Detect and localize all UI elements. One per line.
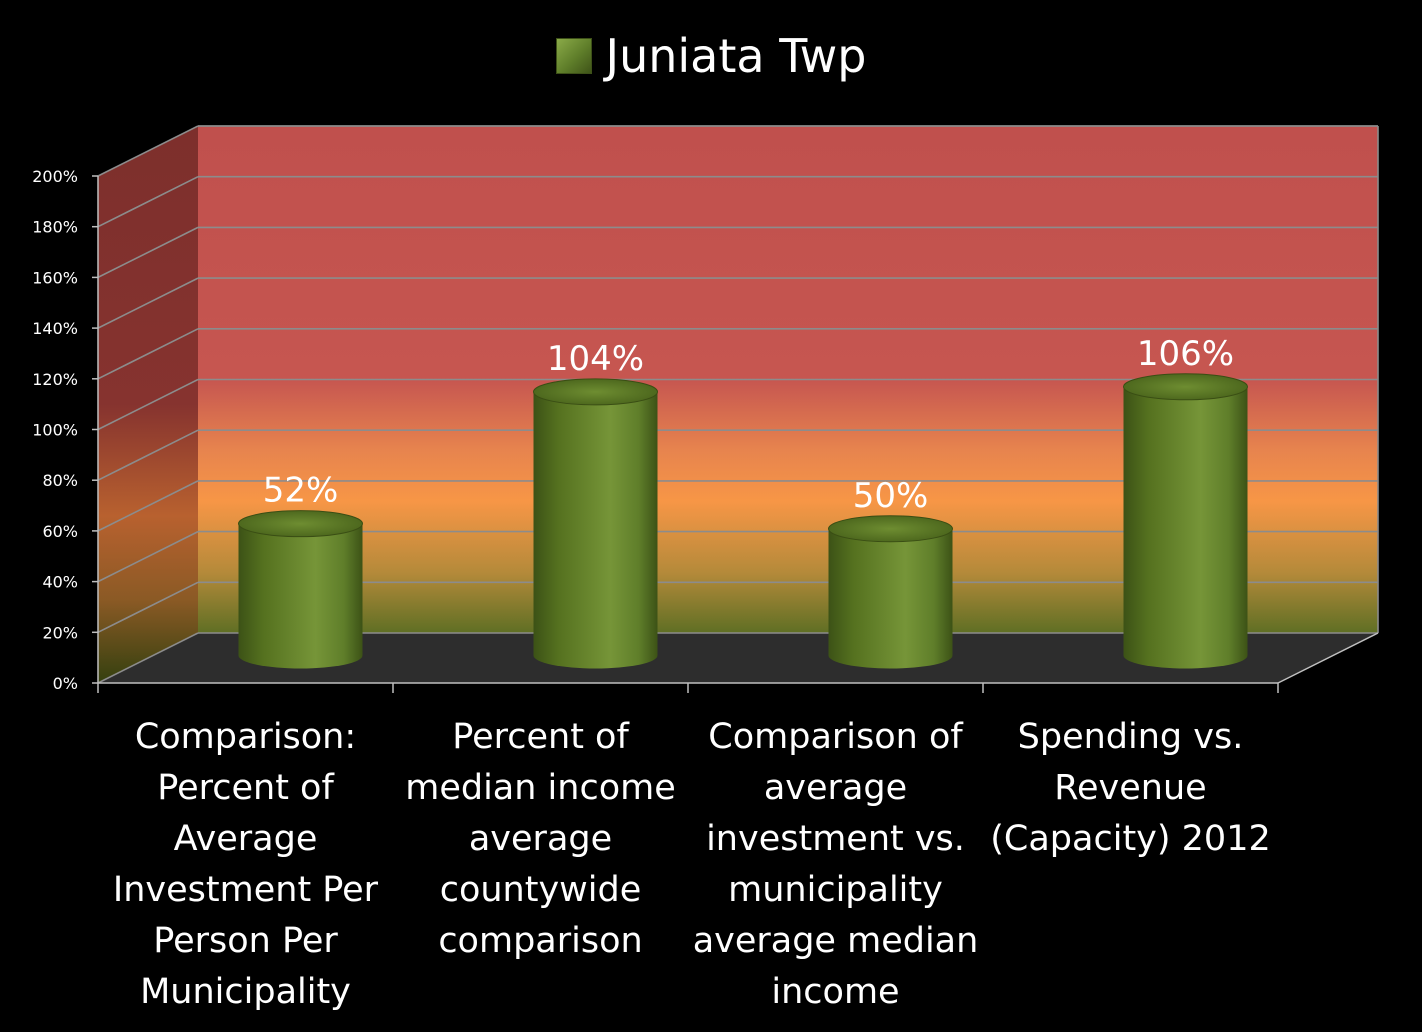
bar-top <box>533 378 658 406</box>
gridline-side <box>97 125 199 177</box>
y-tick-label: 20% <box>42 623 78 642</box>
y-tick-label: 0% <box>53 674 78 693</box>
floor-edge <box>1277 632 1379 684</box>
y-tick-label: 160% <box>32 268 78 287</box>
category-label: Percent of median income average countyw… <box>405 717 676 961</box>
bar-body <box>828 528 953 669</box>
gridline-side <box>97 530 199 583</box>
data-label: 52% <box>263 471 339 511</box>
y-tick-label: 180% <box>32 218 78 237</box>
y-tick-label: 140% <box>32 319 78 338</box>
legend-swatch <box>555 38 592 74</box>
category-label: Comparison of average investment vs. mun… <box>692 717 979 1012</box>
bar-body <box>533 391 658 669</box>
bar: 106% <box>1123 334 1248 669</box>
category-label: Spending vs. Revenue (Capacity) 2012 <box>990 717 1271 859</box>
legend-label: Juniata Twp <box>605 29 867 83</box>
bar: 52% <box>238 471 363 669</box>
data-label: 106% <box>1137 334 1234 374</box>
data-label: 50% <box>853 476 929 516</box>
gridline-side <box>97 581 199 634</box>
data-label: 104% <box>547 339 644 379</box>
floor <box>98 633 1378 683</box>
legend: Juniata Twp <box>0 28 1422 84</box>
y-tick-label: 40% <box>42 573 78 592</box>
y-tick-label: 100% <box>32 421 78 440</box>
gridline-side <box>97 226 199 279</box>
y-tick-label: 120% <box>32 370 78 389</box>
y-tick-label: 80% <box>42 471 78 490</box>
bar-top <box>1123 373 1248 401</box>
gridline-side <box>97 429 199 481</box>
gridline-side <box>97 175 199 228</box>
bar: 50% <box>828 476 953 669</box>
y-tick-label: 60% <box>42 522 78 541</box>
gridline-side <box>97 632 199 684</box>
gridline-side <box>97 277 199 329</box>
y-tick-label: 200% <box>32 167 78 186</box>
bar-top <box>238 510 363 538</box>
bar-body <box>238 523 363 669</box>
gridline-side <box>97 480 199 532</box>
category-label: Comparison: Percent of Average Investmen… <box>112 717 379 1012</box>
gridline-side <box>97 328 199 380</box>
bar-top <box>828 515 953 543</box>
gridline-side <box>97 378 199 431</box>
bar: 104% <box>533 339 658 669</box>
bar-body <box>1123 386 1248 669</box>
